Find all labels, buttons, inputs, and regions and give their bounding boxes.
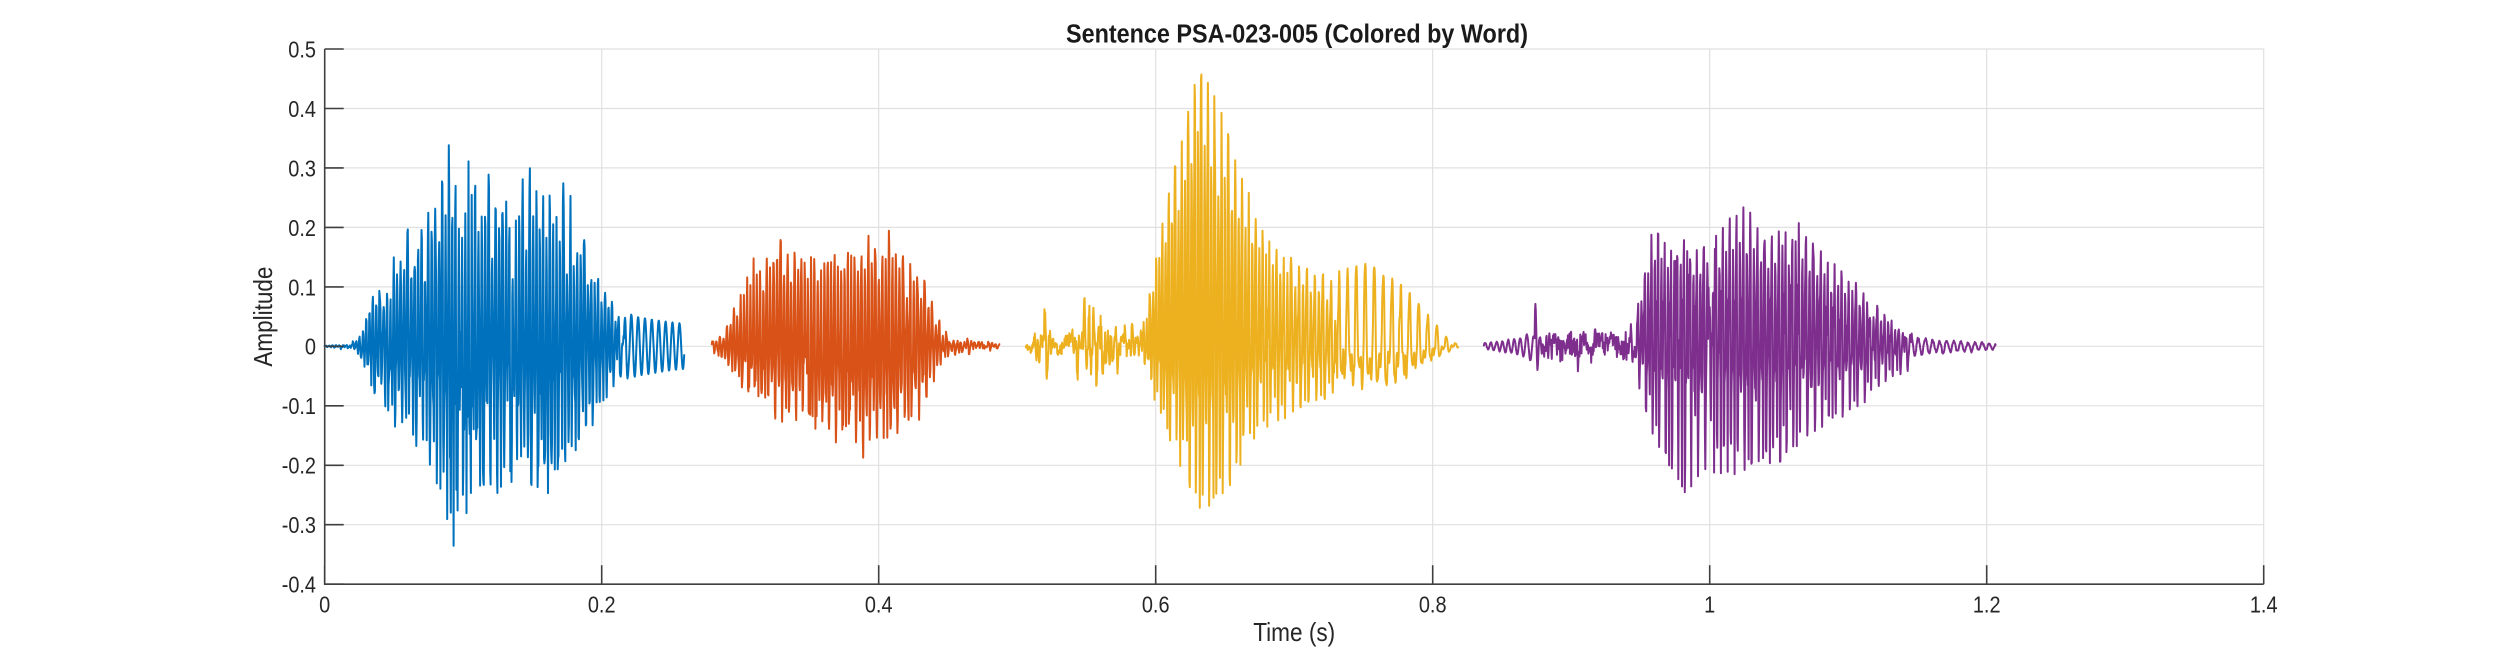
svg-text:1.2: 1.2 [1973, 592, 2001, 618]
svg-text:-0.1: -0.1 [282, 393, 316, 419]
svg-text:1: 1 [1704, 592, 1715, 618]
svg-text:0.5: 0.5 [288, 36, 316, 62]
svg-text:Amplitude: Amplitude [250, 267, 278, 367]
svg-text:-0.4: -0.4 [282, 572, 316, 598]
svg-text:0.6: 0.6 [1142, 592, 1170, 618]
svg-text:0.2: 0.2 [588, 592, 616, 618]
svg-text:-0.2: -0.2 [282, 453, 316, 479]
svg-text:0.8: 0.8 [1419, 592, 1447, 618]
svg-text:0.2: 0.2 [288, 215, 316, 241]
svg-text:0.1: 0.1 [288, 274, 316, 300]
svg-text:0.4: 0.4 [288, 96, 316, 122]
svg-text:0.4: 0.4 [865, 592, 893, 618]
svg-text:Time (s): Time (s) [1253, 619, 1335, 647]
svg-text:0.3: 0.3 [288, 155, 316, 181]
svg-text:-0.3: -0.3 [282, 512, 316, 538]
svg-text:Sentence PSA-023-005 (Colored: Sentence PSA-023-005 (Colored by Word) [1066, 19, 1528, 49]
svg-text:0: 0 [305, 334, 316, 360]
svg-text:0: 0 [319, 592, 330, 618]
svg-text:1.4: 1.4 [2250, 592, 2278, 618]
